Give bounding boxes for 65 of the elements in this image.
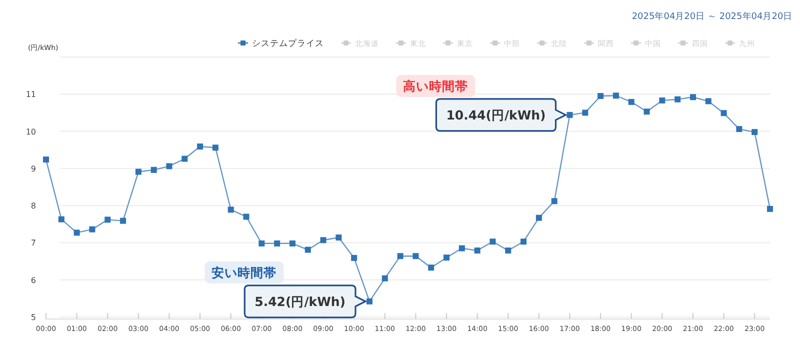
point xyxy=(767,206,773,212)
point xyxy=(720,110,727,116)
point xyxy=(336,234,342,241)
y-tick-label: 7 xyxy=(30,238,36,248)
point xyxy=(258,240,265,246)
y-tick-label: 9 xyxy=(30,164,36,174)
point xyxy=(520,238,527,245)
point xyxy=(89,226,96,232)
point xyxy=(490,238,496,245)
point xyxy=(598,93,604,99)
point xyxy=(705,98,712,104)
point xyxy=(104,216,111,223)
point xyxy=(474,248,480,254)
point xyxy=(382,275,388,282)
point xyxy=(505,248,512,254)
point xyxy=(536,214,542,221)
point xyxy=(659,97,666,104)
callout: 5.42(円/kWh) xyxy=(244,284,366,318)
point xyxy=(228,206,234,213)
point xyxy=(212,144,218,151)
y-tick-label: 5 xyxy=(30,313,36,322)
point xyxy=(74,230,80,236)
point xyxy=(243,214,250,220)
point xyxy=(412,253,419,260)
point xyxy=(320,237,326,244)
point xyxy=(166,163,172,170)
point xyxy=(274,240,280,246)
annotation: 5.42(円/kWh) xyxy=(254,294,346,309)
point xyxy=(351,254,358,261)
y-tick-label: 10 xyxy=(26,127,36,136)
y-tick-label: 8 xyxy=(30,202,36,211)
point xyxy=(458,245,465,252)
point xyxy=(428,264,434,271)
point xyxy=(752,129,758,136)
point xyxy=(736,126,742,132)
point xyxy=(289,240,296,246)
legend-label: システムプライス xyxy=(252,38,324,49)
point xyxy=(197,144,204,150)
point xyxy=(182,156,188,162)
point xyxy=(612,92,619,99)
point xyxy=(674,96,681,102)
annotation: 10.44(円/kWh) xyxy=(446,107,546,122)
point xyxy=(444,254,450,261)
point xyxy=(120,218,126,224)
point xyxy=(150,166,157,173)
point xyxy=(628,98,634,105)
point xyxy=(690,94,696,100)
point xyxy=(366,298,372,304)
chart-subtitle: 2025年04月20日 ～ 2025年04月20日 xyxy=(632,11,792,22)
point xyxy=(304,246,311,253)
callout: 10.44(円/kWh) xyxy=(435,98,567,132)
annotation: 安い時間帯 xyxy=(212,264,277,280)
tag: 高い時間帯 xyxy=(396,74,476,97)
tag: 安い時間帯 xyxy=(204,261,284,284)
y-tick-label: 6 xyxy=(30,276,36,285)
point xyxy=(397,253,404,260)
point xyxy=(566,112,573,118)
point xyxy=(582,110,588,116)
point xyxy=(644,108,650,115)
annotation: 高い時間帯 xyxy=(403,78,468,94)
point xyxy=(135,168,142,175)
point xyxy=(43,156,49,163)
y-tick-label: 11 xyxy=(26,90,36,100)
point xyxy=(58,216,64,222)
point xyxy=(551,198,558,204)
